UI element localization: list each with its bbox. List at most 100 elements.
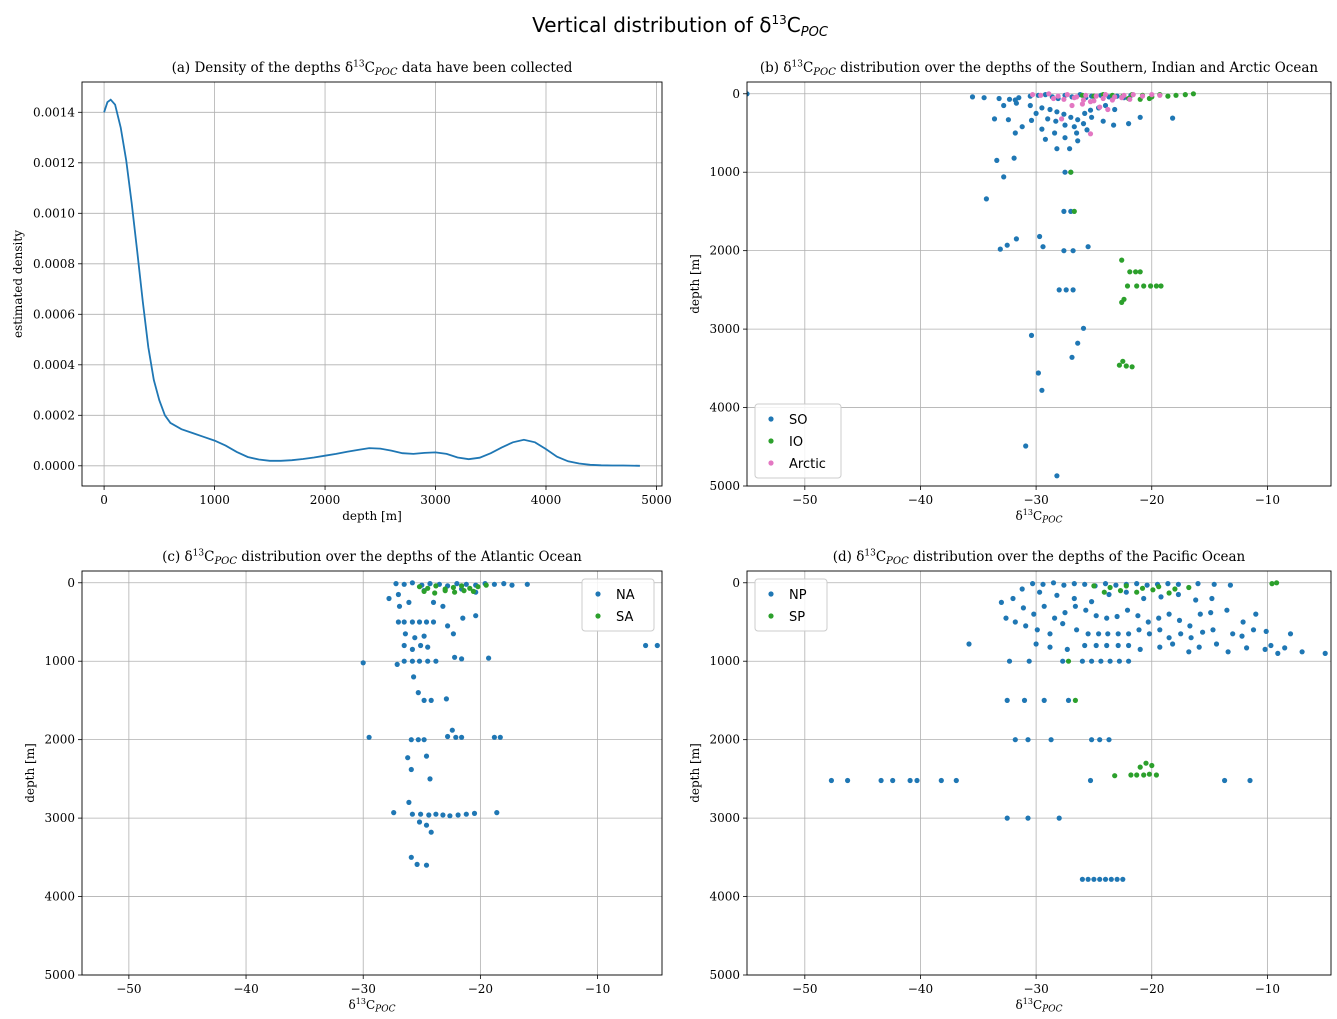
point-np	[1322, 650, 1328, 657]
point-arctic	[1064, 92, 1070, 98]
point-na	[430, 599, 437, 606]
x-axis-label: δ13CPOC	[1016, 508, 1063, 525]
point-sp	[1166, 590, 1172, 596]
point-na	[427, 581, 433, 587]
x-tick-label: −10	[1255, 493, 1280, 507]
x-tick-label: −10	[585, 982, 610, 996]
point-na	[366, 734, 372, 740]
point-io	[1119, 299, 1125, 305]
point-so	[1045, 116, 1051, 122]
point-np	[1211, 581, 1217, 587]
point-sp	[1065, 658, 1072, 664]
point-np	[1060, 658, 1066, 664]
point-na	[386, 595, 392, 602]
point-so	[1061, 111, 1067, 117]
point-so	[1054, 109, 1060, 115]
point-na	[421, 697, 427, 704]
point-np	[1023, 623, 1029, 629]
point-np	[1157, 644, 1163, 650]
point-sp	[1072, 697, 1078, 704]
point-sp	[1172, 586, 1178, 592]
point-na	[447, 813, 453, 819]
point-np	[938, 777, 944, 784]
point-np	[1083, 607, 1089, 613]
point-so	[1080, 325, 1087, 331]
point-io	[1129, 364, 1135, 370]
point-na	[643, 642, 649, 649]
point-io	[1158, 283, 1164, 289]
legend: NP SP	[754, 578, 828, 632]
point-so	[1052, 130, 1058, 136]
point-np	[1056, 815, 1062, 821]
atlantic-panel: (c) δ13CPOC distribution over the depths…	[23, 549, 663, 1015]
point-io	[1148, 283, 1154, 289]
point-na	[423, 862, 430, 868]
point-na	[452, 654, 458, 660]
y-tick-label: 0	[732, 87, 740, 101]
point-np	[1033, 641, 1039, 647]
point-na	[416, 819, 423, 825]
point-np	[1097, 876, 1103, 882]
point-np	[1040, 581, 1046, 587]
point-np	[1037, 589, 1043, 595]
y-tick-label: 2000	[709, 733, 740, 747]
point-na	[471, 810, 478, 817]
y-tick-label: 2000	[44, 733, 75, 747]
legend-marker	[595, 613, 601, 619]
point-so	[1080, 121, 1087, 127]
point-np	[1114, 613, 1120, 620]
point-np	[1041, 697, 1047, 704]
point-so	[1087, 107, 1094, 113]
point-np	[1098, 658, 1104, 664]
point-na	[412, 635, 418, 641]
scatter-points	[747, 91, 1196, 479]
axes-frame	[746, 81, 1332, 487]
point-sa	[467, 585, 473, 591]
point-np	[1213, 641, 1220, 647]
point-na	[473, 613, 479, 619]
point-na	[428, 829, 434, 835]
point-na	[415, 690, 421, 696]
point-so	[1075, 340, 1081, 346]
point-np	[1114, 876, 1120, 882]
x-tick-label: −20	[468, 982, 493, 996]
legend-marker	[768, 416, 774, 422]
point-sp	[1146, 771, 1152, 777]
x-tick-label: 1000	[199, 493, 230, 507]
point-sp	[1186, 584, 1192, 591]
point-np	[1106, 591, 1112, 598]
point-np	[1047, 631, 1053, 637]
x-axis-label: depth [m]	[342, 509, 402, 523]
point-na	[409, 619, 415, 625]
point-na	[425, 644, 431, 650]
point-np	[1064, 646, 1070, 653]
point-na	[421, 737, 427, 743]
point-np	[1012, 619, 1018, 625]
point-so	[1112, 106, 1118, 113]
point-na	[415, 737, 421, 743]
point-np	[1126, 631, 1132, 637]
point-na	[654, 642, 660, 649]
point-np	[1047, 644, 1053, 650]
point-so	[1075, 138, 1081, 144]
point-na	[408, 854, 414, 860]
so-io-arctic-panel: (b) δ13CPOC distribution over the depths…	[688, 60, 1332, 526]
legend-marker	[595, 591, 601, 597]
axes-frame	[81, 570, 663, 976]
y-tick-label: 0	[67, 576, 75, 590]
point-np	[1146, 631, 1152, 637]
point-np	[1061, 582, 1067, 588]
point-np	[1187, 623, 1193, 629]
point-sp	[1139, 585, 1146, 591]
point-sa	[450, 584, 456, 591]
point-so	[747, 91, 750, 97]
y-tick-label: 0.0004	[33, 358, 75, 372]
y-tick-label: 0.0012	[33, 156, 75, 170]
point-na	[524, 581, 530, 587]
point-so	[1085, 244, 1091, 250]
point-so	[1013, 100, 1020, 106]
point-np	[890, 777, 896, 784]
point-na	[405, 755, 411, 761]
x-tick-label: −40	[908, 982, 933, 996]
